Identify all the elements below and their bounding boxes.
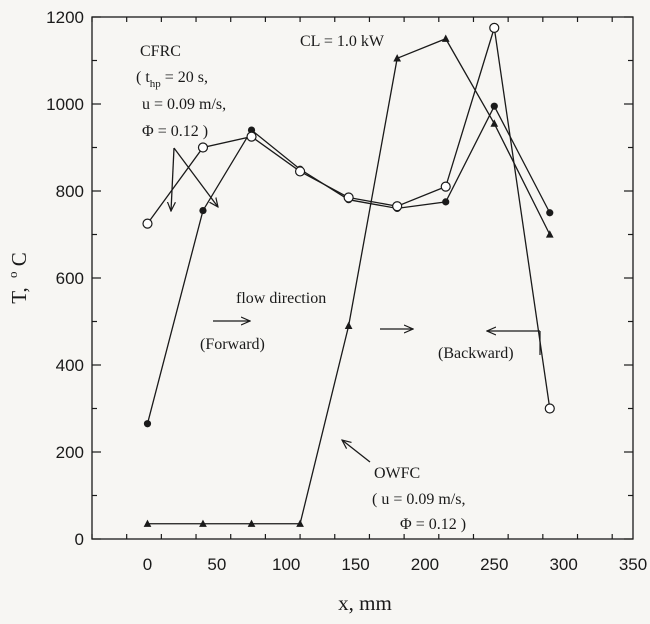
data-point xyxy=(393,54,402,62)
cfrc-line3: u = 0.09 m/s, xyxy=(142,96,226,113)
y-tick-label: 800 xyxy=(56,182,84,201)
data-point xyxy=(143,519,152,527)
x-tick-label: 250 xyxy=(480,555,508,574)
x-tick-label: 350 xyxy=(619,555,647,574)
cfrc-line4: Φ = 0.12 ) xyxy=(142,123,208,140)
x-tick-label: 100 xyxy=(272,555,300,574)
cfrc-line1: CFRC xyxy=(140,43,181,60)
data-point xyxy=(199,206,207,215)
data-point xyxy=(344,321,353,329)
owfc-line2: ( u = 0.09 m/s, xyxy=(372,491,465,508)
annotation-cfrc: CFRC ( thp = 20 s, u = 0.09 m/s, Φ = 0.1… xyxy=(136,43,226,140)
owfc-arrow xyxy=(342,440,371,463)
y-axis-label: T, o C xyxy=(0,252,31,304)
data-point xyxy=(246,131,257,142)
cfrc-arrow-1 xyxy=(171,147,174,211)
data-point xyxy=(247,519,256,527)
data-point xyxy=(392,201,403,212)
series-layer xyxy=(142,22,555,527)
data-point xyxy=(296,519,304,527)
data-point xyxy=(142,218,153,229)
data-point xyxy=(199,519,207,527)
x-tick-label: 300 xyxy=(549,555,577,574)
annotation-owfc: OWFC ( u = 0.09 m/s, Φ = 0.12 ) xyxy=(372,465,466,533)
owfc-line1: OWFC xyxy=(374,465,420,482)
y-tick-label: 600 xyxy=(56,269,84,288)
data-point xyxy=(440,181,451,192)
series-line xyxy=(146,104,551,424)
data-point xyxy=(544,403,555,414)
series-filled-triangle xyxy=(143,34,554,527)
x-tick-label: 0 xyxy=(143,555,152,574)
data-point xyxy=(143,420,152,428)
data-point xyxy=(546,209,554,217)
data-point xyxy=(343,192,354,203)
y-tick-label: 1200 xyxy=(46,8,84,27)
annotation-cl: CL = 1.0 kW xyxy=(300,33,385,50)
svg-text:T, o C: T, o C xyxy=(0,252,31,304)
annotation-flow-direction: flow direction xyxy=(236,290,326,307)
data-point xyxy=(545,230,554,238)
annotation-forward: (Forward) xyxy=(200,336,265,353)
series-open-circle xyxy=(142,22,555,414)
data-point xyxy=(441,34,450,42)
cfrc-arrow-2 xyxy=(173,147,218,207)
y-tick-label: 200 xyxy=(56,443,84,462)
data-point xyxy=(489,22,500,33)
cfrc-line2: ( thp = 20 s, xyxy=(136,69,208,90)
data-point xyxy=(197,142,209,153)
y-tick-label: 400 xyxy=(56,356,84,375)
y-tick-label: 0 xyxy=(75,530,84,549)
data-point xyxy=(490,119,499,127)
x-tick-labels: 0 50 100 150 200 250 300 350 xyxy=(143,555,647,574)
owfc-line3: Φ = 0.12 ) xyxy=(400,516,466,533)
x-tick-label: 50 xyxy=(207,555,226,574)
data-point xyxy=(442,198,450,206)
x-tick-label: 200 xyxy=(411,555,439,574)
axis-ticks xyxy=(91,16,633,540)
annotation-backward: (Backward) xyxy=(438,345,514,362)
data-point xyxy=(294,166,306,177)
data-point xyxy=(490,102,498,110)
x-tick-label: 150 xyxy=(341,555,369,574)
x-axis-label: x, mm xyxy=(338,591,392,615)
y-tick-labels: 0 200 400 600 800 1000 1200 xyxy=(46,8,84,549)
y-tick-label: 1000 xyxy=(46,95,84,114)
